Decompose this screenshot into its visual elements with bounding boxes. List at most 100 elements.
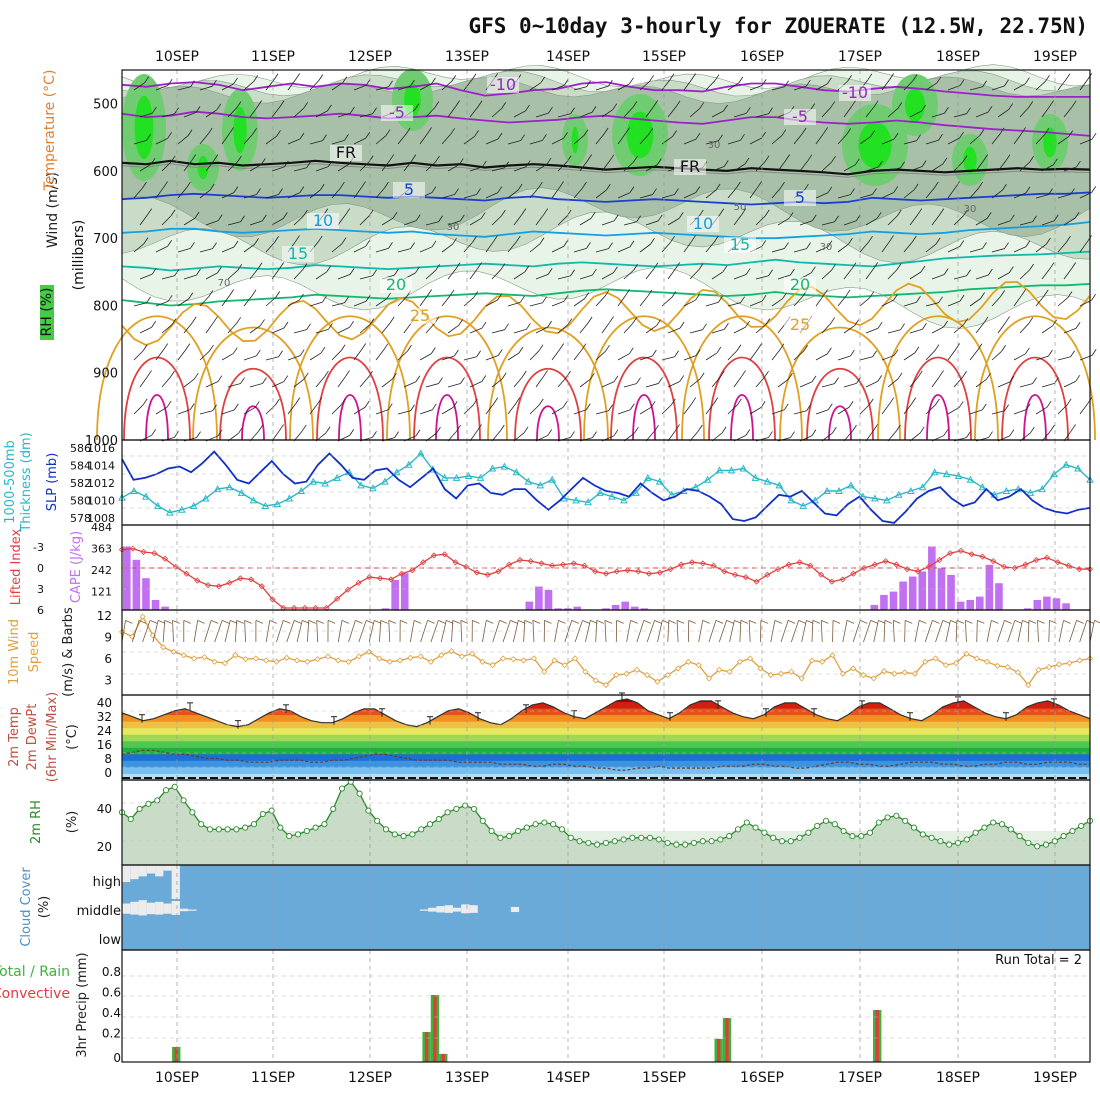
li-point	[334, 595, 341, 602]
wind-barb	[1063, 268, 1073, 280]
thickness-point	[512, 468, 521, 476]
wind-speed-point	[448, 648, 455, 655]
wind-barb	[507, 241, 517, 253]
wind-speed-point	[1014, 669, 1021, 676]
temp-band	[122, 733, 1090, 742]
wind-barb-flag	[340, 181, 345, 189]
wind-barb-flag	[474, 130, 479, 137]
wind-barb	[551, 84, 565, 91]
wind-speed-point	[273, 658, 280, 665]
wind-barb-flag	[543, 208, 549, 215]
cloud-level-label: high	[93, 875, 121, 890]
wind-speed-point	[407, 654, 414, 661]
wind-barb-flag	[458, 319, 463, 326]
wind-barb-flag	[625, 127, 630, 134]
thickness-point	[273, 500, 282, 508]
wind-barb-flag	[500, 263, 506, 270]
rh-point	[550, 821, 557, 828]
cape-bar	[928, 546, 936, 610]
wind-barb-flag	[678, 212, 684, 219]
wind-barb-flag	[675, 100, 681, 108]
wind-barb	[131, 620, 140, 643]
isotherm-label-bg	[487, 77, 519, 93]
thickness-point	[369, 484, 377, 492]
day-label-top: 15SEP	[642, 49, 686, 65]
wind-barb	[579, 160, 589, 172]
li-point	[581, 562, 588, 569]
li-point	[215, 583, 222, 590]
wind-barb-flag	[415, 266, 420, 274]
thickness-point	[739, 464, 748, 472]
thickness-point	[787, 496, 796, 504]
wind-barb-flag	[713, 235, 719, 243]
wind-barb-flag	[340, 398, 346, 406]
wind-barb-flag	[567, 318, 573, 325]
wind-barb	[199, 350, 210, 361]
wind-barb-flag	[538, 398, 544, 406]
rh-point	[884, 814, 891, 821]
rh-point	[1025, 839, 1032, 846]
wind-barb-flag	[943, 320, 948, 328]
cloud-middle-bar	[163, 903, 172, 914]
wind-barb-flag	[811, 266, 816, 273]
wind-barb-flag	[672, 130, 677, 137]
wind-barb-flag	[643, 620, 652, 624]
wind-barb	[639, 80, 650, 91]
wind-barb-flag	[547, 320, 552, 328]
wind-speed-point	[489, 662, 496, 669]
wind-speed-point	[808, 657, 816, 664]
li-point	[559, 561, 567, 568]
wind-barb-flag	[933, 181, 939, 189]
wind-barb	[1035, 295, 1045, 307]
li-line	[121, 547, 1090, 609]
wind-barb-flag	[783, 403, 789, 411]
wind-barb-flag	[950, 620, 958, 624]
wind-barb-flag	[1071, 424, 1076, 431]
wind-barb-flag	[1091, 293, 1096, 301]
wind-barb	[243, 244, 255, 253]
wind-barb	[667, 106, 677, 118]
rh-point	[602, 839, 610, 846]
wind-barb-flag	[679, 321, 685, 329]
wind-barb	[931, 163, 944, 172]
wind-barb	[199, 133, 209, 145]
thickness-point	[906, 486, 915, 494]
rh-moist-90	[905, 88, 925, 122]
wind-barb	[1019, 383, 1033, 388]
wind-barb	[419, 246, 433, 253]
wind-barb	[865, 268, 875, 280]
wind-barb	[755, 113, 769, 118]
wind-barb	[579, 322, 589, 334]
wind-barb-flag	[647, 289, 653, 297]
wind-barb-flag	[966, 269, 971, 276]
wind-barb-flag	[719, 370, 725, 378]
wind-barb	[865, 217, 878, 226]
li-point	[839, 576, 846, 583]
wind-barb-flag	[236, 317, 241, 324]
wind-barb-flag	[459, 214, 465, 222]
wind-barb-flag	[187, 129, 193, 136]
wind-barb	[551, 406, 564, 415]
wind-barb	[865, 106, 875, 118]
wind-barb	[573, 187, 583, 199]
thickness-point	[978, 483, 987, 491]
wind-speed-point	[705, 675, 713, 682]
rh-moist-90	[963, 146, 977, 174]
wind-barb-flag	[1001, 345, 1006, 352]
wind-barb-flag	[299, 349, 305, 356]
wind-barb	[661, 194, 675, 199]
wind-barb	[976, 620, 978, 643]
wind-barb	[887, 329, 901, 334]
rh-point	[796, 834, 803, 841]
li-point	[925, 563, 932, 570]
wind-barb-flag	[380, 620, 388, 624]
rh-point	[620, 836, 627, 843]
rh-contour-label: 70	[218, 278, 231, 289]
wind-barb-flag	[632, 317, 638, 324]
wind-barb	[793, 248, 807, 253]
wind-barb	[931, 326, 944, 334]
thickness-point	[966, 475, 975, 483]
li-point	[570, 560, 577, 567]
wind-barb	[331, 139, 345, 145]
wind-barb-flag	[914, 346, 920, 354]
